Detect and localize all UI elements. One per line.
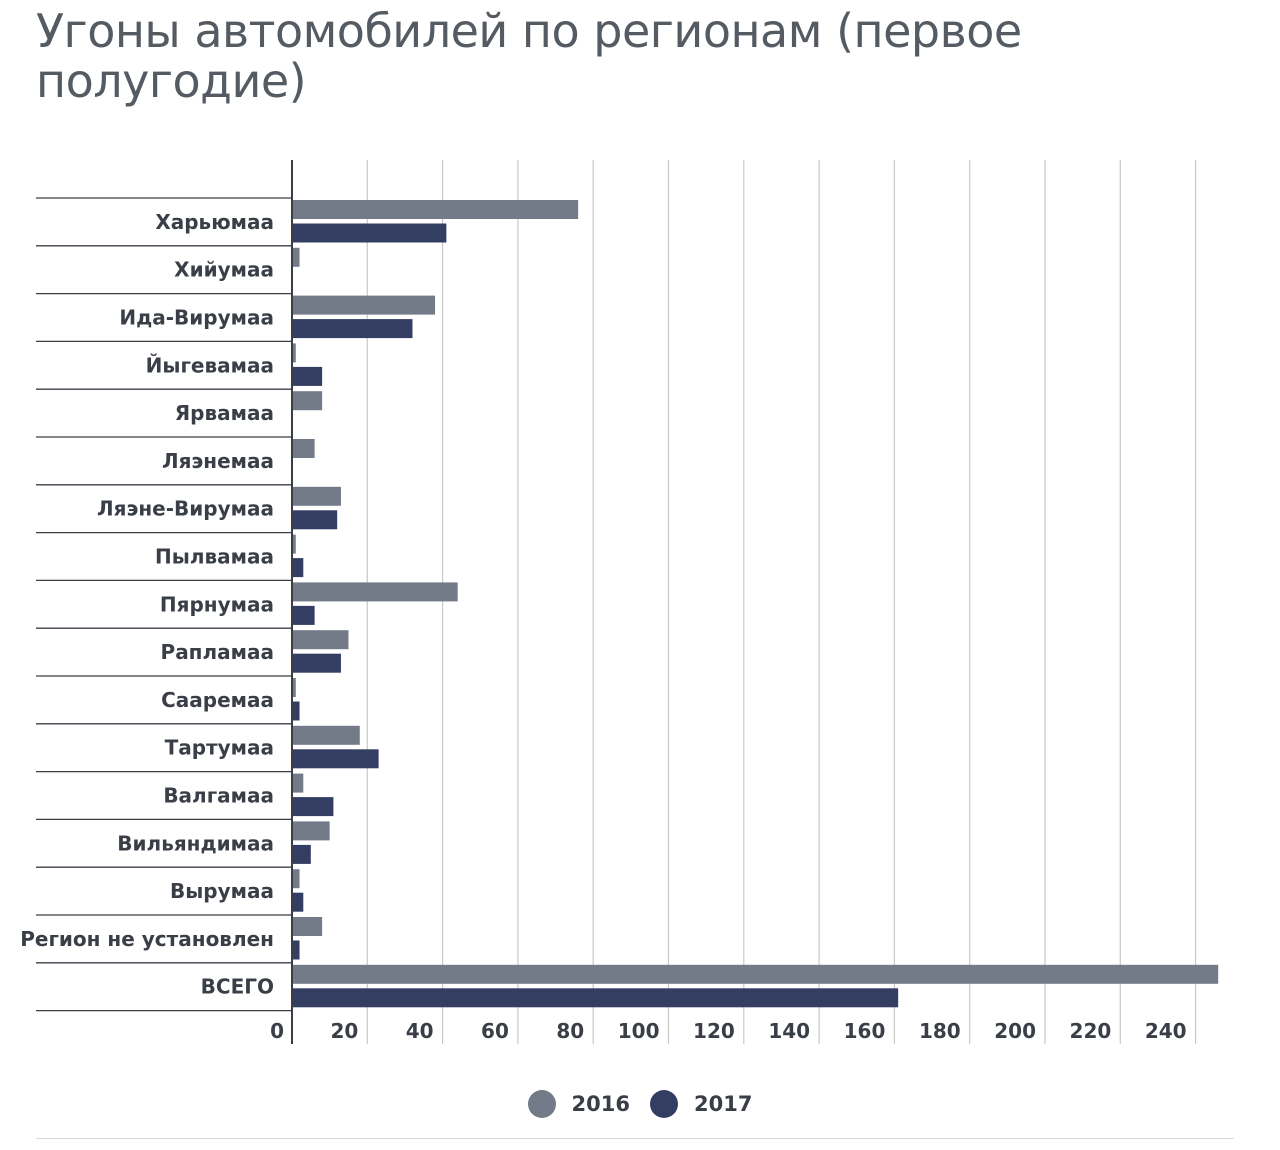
category-label: Пылвамаа — [155, 545, 274, 569]
legend-swatch — [527, 1090, 556, 1118]
bar-2017 — [292, 940, 300, 960]
bar-2016 — [292, 247, 300, 267]
category-label: Тартумаа — [165, 736, 274, 760]
bar-2017 — [292, 605, 315, 625]
bar-2016 — [292, 200, 579, 219]
bar-2017 — [292, 223, 447, 243]
x-tick-label: 40 — [406, 1019, 434, 1043]
bar-2017 — [292, 797, 334, 817]
x-tick-label: 60 — [481, 1019, 509, 1043]
x-tick-label: 220 — [1070, 1019, 1112, 1043]
category-label: Рапламаа — [161, 640, 274, 664]
bar-chart: Харьюмаа Хийумаа Ида-Вирумаа Йыгевамаа Ярвам… — [20, 160, 1219, 1044]
x-tick-label: 20 — [330, 1019, 358, 1043]
category-label: Пярнумаа — [160, 592, 274, 616]
bar-2017 — [292, 510, 338, 530]
x-tick-label: 160 — [844, 1019, 886, 1043]
bar-2016 — [292, 869, 300, 889]
x-tick-label: 240 — [1145, 1019, 1187, 1043]
bar-2017 — [292, 653, 341, 673]
bar-2017 — [292, 558, 304, 578]
category-label: Ляэнемаа — [162, 449, 274, 473]
bar-2016 — [292, 391, 323, 411]
bar-2016 — [292, 678, 296, 697]
legend-item-2017: 2017 — [650, 1090, 752, 1118]
bar-2016 — [292, 821, 330, 841]
bar-2016 — [292, 964, 1219, 984]
bar-2016 — [292, 534, 296, 554]
category-label: Валгамаа — [163, 784, 274, 808]
category-label: Сааремаа — [161, 688, 274, 712]
chart-title: Угоны автомобилей по регионам (первое по… — [36, 4, 1022, 108]
bottom-divider — [36, 1138, 1234, 1139]
category-label: Регион не установлен — [20, 927, 274, 951]
category-label: ВСЕГО — [201, 975, 274, 999]
legend-label: 2016 — [571, 1092, 630, 1116]
bar-2016 — [292, 917, 323, 936]
x-tick-label: 120 — [693, 1019, 735, 1043]
bar-2017 — [292, 319, 413, 339]
legend-label: 2017 — [694, 1092, 753, 1116]
x-tick-label: 0 — [270, 1019, 284, 1043]
bar-2017 — [292, 701, 300, 721]
bar-2017 — [292, 749, 379, 769]
x-tick-label: 100 — [618, 1019, 660, 1043]
bar-2017 — [292, 892, 304, 912]
category-label: Вильяндимаа — [117, 831, 274, 855]
bar-2017 — [292, 366, 323, 386]
category-label: Ярвамаа — [175, 401, 274, 425]
bar-2016 — [292, 725, 360, 745]
legend: 2016 2017 — [0, 1084, 1280, 1124]
x-tick-label: 80 — [556, 1019, 584, 1043]
category-label: Ляэне-Вирумаа — [97, 497, 274, 521]
category-label: Хийумаа — [174, 258, 274, 282]
bar-2017 — [292, 988, 899, 1008]
bar-2017 — [292, 844, 311, 864]
category-label: Йыгевамаа — [146, 353, 274, 377]
bar-2016 — [292, 630, 349, 650]
x-tick-label: 180 — [919, 1019, 961, 1043]
x-tick-label: 200 — [994, 1019, 1036, 1043]
bar-2016 — [292, 582, 458, 602]
bar-2016 — [292, 439, 315, 458]
legend-swatch — [650, 1090, 678, 1118]
category-label: Ида-Вирумаа — [119, 306, 274, 330]
bar-2016 — [292, 486, 341, 506]
legend-item-2016: 2016 — [527, 1090, 630, 1118]
category-label: Вырумаа — [170, 879, 274, 903]
bar-2016 — [292, 343, 296, 363]
x-tick-label: 140 — [768, 1019, 810, 1043]
bar-2016 — [292, 295, 436, 315]
bar-2016 — [292, 773, 304, 793]
category-label: Харьюмаа — [155, 210, 274, 234]
